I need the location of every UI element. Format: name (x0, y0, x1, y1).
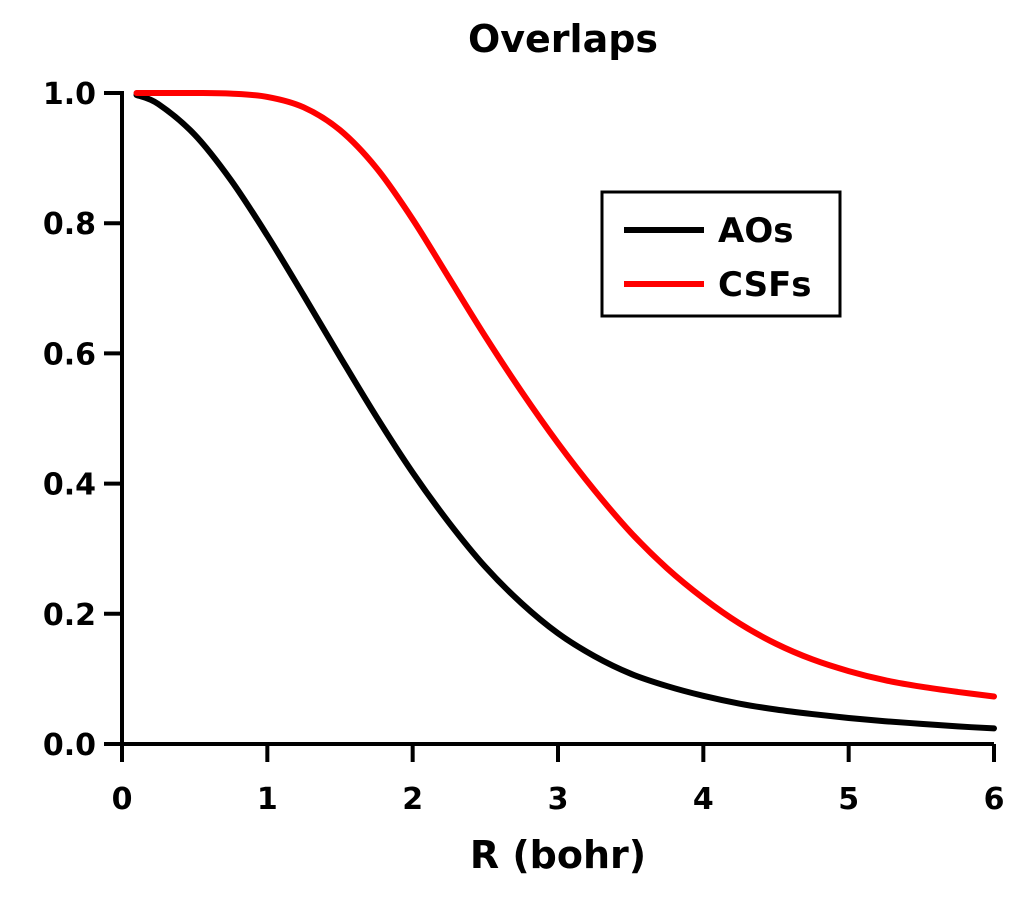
y-tick-label: 0.4 (43, 468, 96, 503)
legend-label-aos: AOs (718, 211, 793, 251)
y-tick-label: 1.0 (43, 77, 96, 112)
x-axis-label: R (bohr) (470, 833, 646, 877)
x-tick-label: 4 (693, 782, 714, 817)
x-tick-label: 1 (257, 782, 278, 817)
x-tick-label: 0 (112, 782, 133, 817)
series-line-aos (133, 91, 997, 732)
x-tick-label: 6 (984, 782, 1005, 817)
y-tick-label: 0.0 (43, 728, 96, 763)
y-tick-label: 0.8 (43, 207, 96, 242)
x-tick-label: 3 (548, 782, 569, 817)
legend-label-csfs: CSFs (718, 265, 812, 305)
legend-box (600, 190, 842, 318)
x-tick-label: 2 (402, 782, 423, 817)
series-line-csfs (133, 89, 997, 700)
y-tick-label: 0.2 (43, 598, 96, 633)
chart-title: Overlaps (468, 17, 658, 61)
x-tick-label: 5 (838, 782, 859, 817)
y-tick-label: 0.6 (43, 337, 96, 372)
